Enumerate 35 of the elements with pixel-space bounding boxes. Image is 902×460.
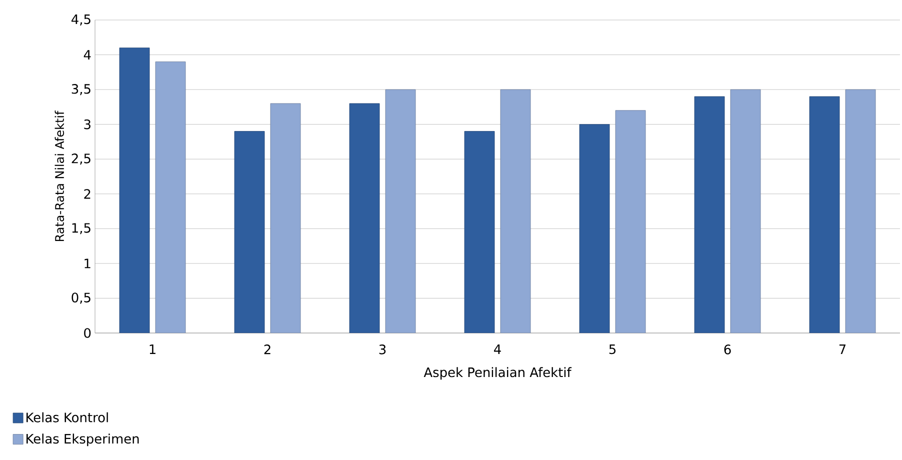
- y-tick-label: 4,5: [72, 14, 90, 26]
- x-tick-label: 4: [494, 344, 501, 354]
- bar: [730, 89, 761, 333]
- x-tick-label: 2: [264, 344, 270, 354]
- y-tick-label: 3: [84, 119, 90, 130]
- bar: [694, 96, 725, 333]
- x-tick-label: 7: [839, 344, 846, 354]
- bar: [809, 96, 840, 333]
- y-tick-label: 2,5: [72, 154, 90, 165]
- bar: [845, 89, 876, 333]
- bar: [349, 103, 380, 333]
- x-tick-label: 3: [379, 344, 386, 354]
- y-tick-label: 4: [84, 50, 91, 60]
- x-axis-title: Aspek Penilaian Afektif: [424, 367, 572, 380]
- bar: [385, 89, 416, 333]
- y-tick-label: 3,5: [72, 84, 90, 96]
- y-axis-title: Rata-Rata Nilai Afektif: [54, 110, 64, 242]
- bar: [119, 48, 150, 333]
- x-tick-label: 5: [609, 344, 616, 354]
- y-tick-label: 0,5: [72, 292, 90, 304]
- bar: [234, 131, 265, 333]
- x-tick-label: 6: [724, 344, 731, 354]
- y-tick-label: 2: [84, 189, 90, 199]
- bar: [615, 110, 646, 333]
- y-tick-label: 1: [84, 258, 90, 268]
- bar: [155, 62, 186, 333]
- bar: [579, 124, 610, 333]
- y-tick-label: 1,5: [72, 223, 90, 234]
- bar: [464, 131, 495, 333]
- bar: [270, 103, 301, 333]
- legend-label: Kelas Kontrol: [26, 412, 108, 422]
- y-tick-label: 0: [84, 328, 91, 338]
- x-tick-label: 1: [150, 344, 156, 354]
- legend-label: Kelas Eksperimen: [26, 434, 139, 446]
- bar: [500, 89, 531, 333]
